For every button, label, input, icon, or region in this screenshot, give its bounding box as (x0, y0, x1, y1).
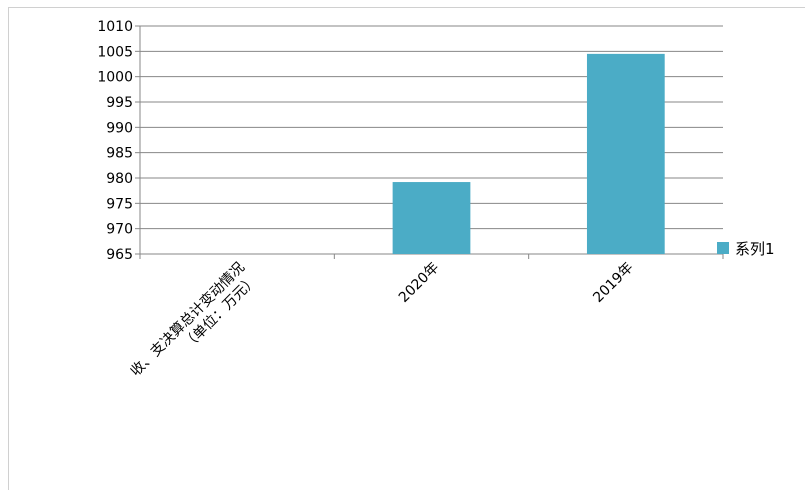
y-tick-label: 1005 (97, 44, 133, 60)
y-tick-labels: 1010 1005 1000 995 990 985 980 975 970 965 (97, 19, 133, 263)
bar (392, 182, 471, 254)
y-tick-label: 1010 (97, 19, 133, 35)
y-tick-label: 980 (106, 171, 133, 187)
legend-label: 系列1 (735, 240, 775, 258)
x-tick-label: 2020年 (396, 260, 442, 306)
x-tick-label-line: 2019年 (590, 260, 636, 306)
x-tick-label-line: 2020年 (396, 260, 442, 306)
legend: 系列1 (717, 240, 775, 258)
bar (586, 53, 665, 254)
y-tick-label: 975 (106, 196, 133, 212)
legend-swatch (717, 242, 729, 254)
y-tick-label: 965 (106, 247, 133, 263)
x-tick-labels: 收、支决算总计变动情况（单位：万元） 2020年 2019年 (128, 260, 637, 393)
x-tick-label: 2019年 (590, 260, 636, 306)
y-tick-label: 995 (106, 95, 133, 111)
x-tick-label-line: 收、支决算总计变动情况 (128, 260, 248, 380)
bars (392, 53, 665, 254)
y-tick-label: 1000 (97, 70, 133, 86)
x-tick-label: 收、支决算总计变动情况（单位：万元） (128, 260, 261, 393)
y-tick-label: 970 (106, 222, 133, 238)
y-tick-label: 990 (106, 120, 133, 136)
y-tick-label: 985 (106, 146, 133, 162)
